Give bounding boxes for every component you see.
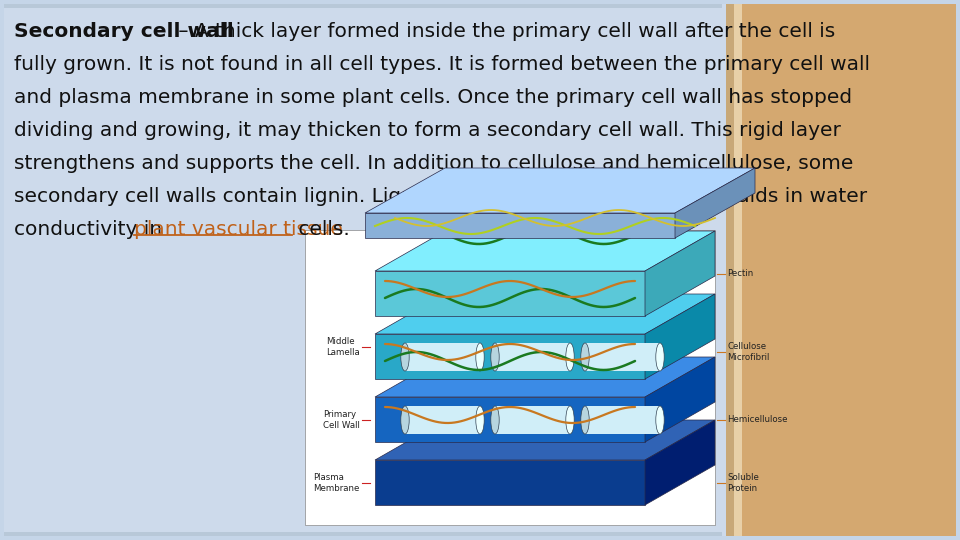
Text: Plasma
Membrane: Plasma Membrane	[314, 473, 360, 492]
Polygon shape	[375, 460, 645, 505]
Text: fully grown. It is not found in all cell types. It is formed between the primary: fully grown. It is not found in all cell…	[14, 55, 870, 74]
Text: Hemicellulose: Hemicellulose	[727, 415, 787, 424]
Text: Primary
Cell Wall: Primary Cell Wall	[324, 410, 360, 430]
Bar	[405, 406, 480, 434]
Text: cells.: cells.	[292, 220, 349, 239]
Polygon shape	[375, 357, 715, 397]
Bar	[495, 343, 570, 371]
Text: secondary cell walls contain lignin. Lignin strengthens the cell wall and aids i: secondary cell walls contain lignin. Lig…	[14, 187, 867, 206]
Text: Pectin: Pectin	[727, 269, 754, 279]
Ellipse shape	[565, 343, 574, 371]
Polygon shape	[375, 294, 715, 334]
Polygon shape	[645, 357, 715, 442]
Bar	[305, 230, 715, 525]
Text: plant vascular tissue: plant vascular tissue	[134, 220, 343, 239]
Text: dividing and growing, it may thicken to form a secondary cell wall. This rigid l: dividing and growing, it may thicken to …	[14, 121, 841, 140]
Bar	[742, 4, 956, 536]
Polygon shape	[375, 420, 715, 460]
Polygon shape	[645, 294, 715, 379]
Ellipse shape	[581, 343, 589, 371]
Bar	[4, 4, 726, 536]
Text: and plasma membrane in some plant cells. Once the primary cell wall has stopped: and plasma membrane in some plant cells.…	[14, 88, 852, 107]
Bar	[495, 406, 570, 434]
Polygon shape	[375, 271, 645, 316]
Ellipse shape	[656, 343, 664, 371]
Bar	[585, 406, 660, 434]
Bar	[734, 4, 742, 536]
Text: Secondary cell wall: Secondary cell wall	[14, 22, 233, 41]
Ellipse shape	[565, 406, 574, 434]
Polygon shape	[375, 397, 645, 442]
Polygon shape	[645, 420, 715, 505]
Bar	[726, 4, 734, 536]
Text: – A thick layer formed inside the primary cell wall after the cell is: – A thick layer formed inside the primar…	[172, 22, 835, 41]
Ellipse shape	[491, 406, 499, 434]
Polygon shape	[675, 168, 755, 238]
Text: conductivity in: conductivity in	[14, 220, 169, 239]
Ellipse shape	[656, 406, 664, 434]
Polygon shape	[365, 213, 675, 238]
Polygon shape	[365, 168, 755, 213]
Ellipse shape	[581, 406, 589, 434]
Bar	[4, 4, 722, 8]
Text: Middle
Lamella: Middle Lamella	[326, 338, 360, 357]
Ellipse shape	[476, 406, 484, 434]
Text: Cellulose
Microfibril: Cellulose Microfibril	[727, 342, 769, 362]
Bar	[585, 343, 660, 371]
Bar	[405, 343, 480, 371]
Text: Soluble
Protein: Soluble Protein	[727, 473, 758, 492]
Polygon shape	[375, 231, 715, 271]
Ellipse shape	[401, 343, 409, 371]
Ellipse shape	[401, 406, 409, 434]
Text: strengthens and supports the cell. In addition to cellulose and hemicellulose, s: strengthens and supports the cell. In ad…	[14, 154, 853, 173]
Polygon shape	[375, 334, 645, 379]
Bar	[4, 532, 722, 536]
Polygon shape	[645, 231, 715, 316]
Ellipse shape	[476, 343, 484, 371]
Ellipse shape	[491, 343, 499, 371]
